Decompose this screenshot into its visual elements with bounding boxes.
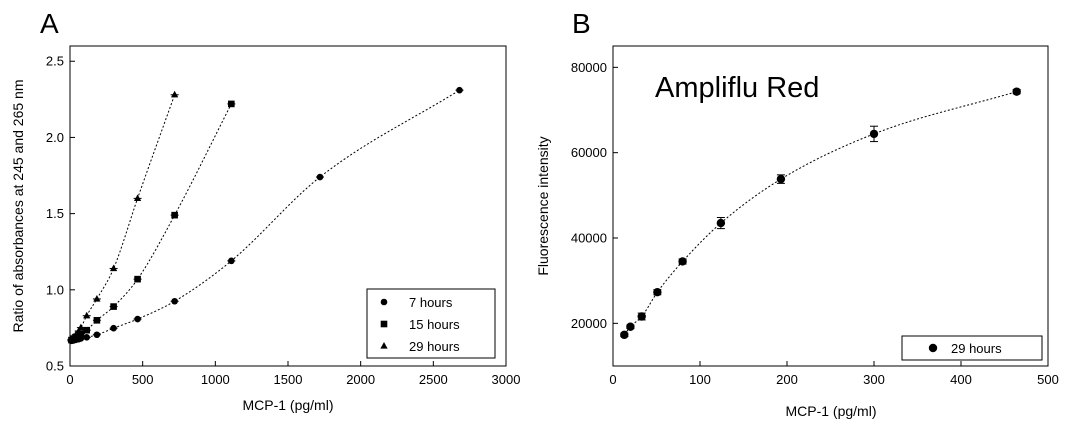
data-point-0-10 <box>228 257 235 265</box>
y-tick-label-2: 60000 <box>571 145 607 160</box>
panel-b-legend-item-29-hours: 29 hours <box>951 341 1002 356</box>
data-point-1-8 <box>134 275 141 283</box>
x-tick-label-5: 500 <box>1037 372 1059 387</box>
data-point-2-8 <box>133 194 142 202</box>
data-point-2-9 <box>171 90 179 98</box>
panel-b-legend: 29 hours <box>901 335 1043 361</box>
data-point-0-2 <box>637 312 646 321</box>
panel-b-y-axis-label: Fluorescence intensity <box>535 136 551 275</box>
legend-marker-0 <box>380 298 388 306</box>
panel-a-y-axis-label: Ratio of absorbances at 245 and 265 nm <box>10 80 26 333</box>
panel-b-ticks: 0 100 200 300 400 500 20000 40000 60000 80000 <box>571 60 1059 387</box>
data-point-0-4 <box>678 257 687 266</box>
x-tick-label-6: 3000 <box>492 372 521 387</box>
data-point-0-9 <box>171 297 178 305</box>
panel-a-legend-box <box>366 288 496 359</box>
data-point-2-5 <box>83 311 91 319</box>
panel-b-annotation: Ampliflu Red <box>655 72 819 104</box>
data-point-0-11 <box>316 173 324 181</box>
y-tick-label-0: 20000 <box>571 316 607 331</box>
legend-marker-2 <box>380 342 388 349</box>
x-tick-label-0: 0 <box>66 372 73 387</box>
y-tick-label-3: 2.0 <box>46 130 64 145</box>
panel-a-legend-item-29-hours: 29 hours <box>409 339 460 354</box>
panel-a-ticks: 0 500 1000 1500 2000 2500 3000 0.5 1.0 1.5 2.0 2.5 <box>46 54 521 387</box>
x-tick-label-0: 0 <box>609 372 616 387</box>
x-tick-label-1: 100 <box>689 372 711 387</box>
y-tick-label-1: 1.0 <box>46 282 64 297</box>
y-tick-label-4: 2.5 <box>46 54 64 69</box>
data-point-0-5 <box>716 218 726 228</box>
panel-a-x-axis-label: MCP-1 (pg/ml) <box>242 397 333 413</box>
panel-b-legend-box <box>901 335 1043 361</box>
data-point-0-7 <box>110 324 117 332</box>
panel-a-letter: A <box>40 8 59 39</box>
x-tick-label-1: 500 <box>132 372 154 387</box>
panel-a-legend: 7 hours 15 hours 29 hours <box>366 288 496 359</box>
panel-a-legend-markers <box>380 298 388 349</box>
y-tick-label-1: 40000 <box>571 231 607 246</box>
x-tick-label-5: 2500 <box>419 372 448 387</box>
data-point-1-6 <box>93 316 101 324</box>
y-tick-label-0: 0.5 <box>46 359 64 374</box>
data-point-1-4 <box>77 330 85 337</box>
x-tick-label-3: 300 <box>863 372 885 387</box>
data-point-1-10 <box>228 100 235 108</box>
data-point-0-7 <box>869 129 879 139</box>
data-point-0-0 <box>620 330 629 340</box>
fit-curve-1 <box>71 103 232 341</box>
data-point-0-12 <box>456 86 463 94</box>
data-point-0-1 <box>626 322 635 331</box>
data-point-0-8 <box>1012 87 1021 96</box>
data-point-0-6 <box>776 174 786 184</box>
x-tick-label-2: 1000 <box>201 372 230 387</box>
panel-b: B 0 100 200 300 400 500 20000 40000 60000 80000 A… <box>535 8 1059 419</box>
panel-a: A 0 500 1000 1500 2000 2500 3000 0.5 1.0 1.5 2.0 2.… <box>10 8 520 413</box>
data-point-1-9 <box>171 211 178 219</box>
legend-marker-1 <box>380 320 388 328</box>
y-tick-label-2: 1.5 <box>46 206 64 221</box>
panel-a-legend-item-7-hours: 7 hours <box>409 295 453 310</box>
x-tick-label-3: 1500 <box>274 372 303 387</box>
data-point-2-3 <box>75 326 83 334</box>
panel-b-letter: B <box>572 8 591 39</box>
data-point-2-6 <box>93 294 101 302</box>
panel-b-plot-frame <box>612 45 1049 367</box>
data-point-0-5 <box>83 334 91 341</box>
fit-curve-0 <box>623 91 1017 336</box>
data-point-0-3 <box>653 287 662 297</box>
data-point-1-5 <box>83 326 91 334</box>
data-point-1-7 <box>110 303 117 310</box>
x-tick-label-4: 400 <box>950 372 972 387</box>
legend-marker-0 <box>928 343 938 353</box>
data-point-2-2 <box>72 330 80 338</box>
data-point-0-8 <box>134 315 141 323</box>
y-tick-label-3: 80000 <box>571 60 607 75</box>
data-point-2-7 <box>109 264 118 272</box>
panel-a-data-points <box>67 86 464 345</box>
x-tick-label-4: 2000 <box>346 372 375 387</box>
data-point-2-4 <box>77 323 85 331</box>
panel-b-x-axis-label: MCP-1 (pg/ml) <box>785 403 876 419</box>
x-tick-label-2: 200 <box>776 372 798 387</box>
fit-curve-2 <box>71 94 176 340</box>
data-point-0-6 <box>93 331 101 339</box>
panel-b-fit-curves <box>623 91 1017 336</box>
panel-b-data-points <box>620 87 1021 340</box>
panel-a-legend-item-15-hours: 15 hours <box>409 317 460 332</box>
panel-b-legend-markers <box>928 343 938 353</box>
